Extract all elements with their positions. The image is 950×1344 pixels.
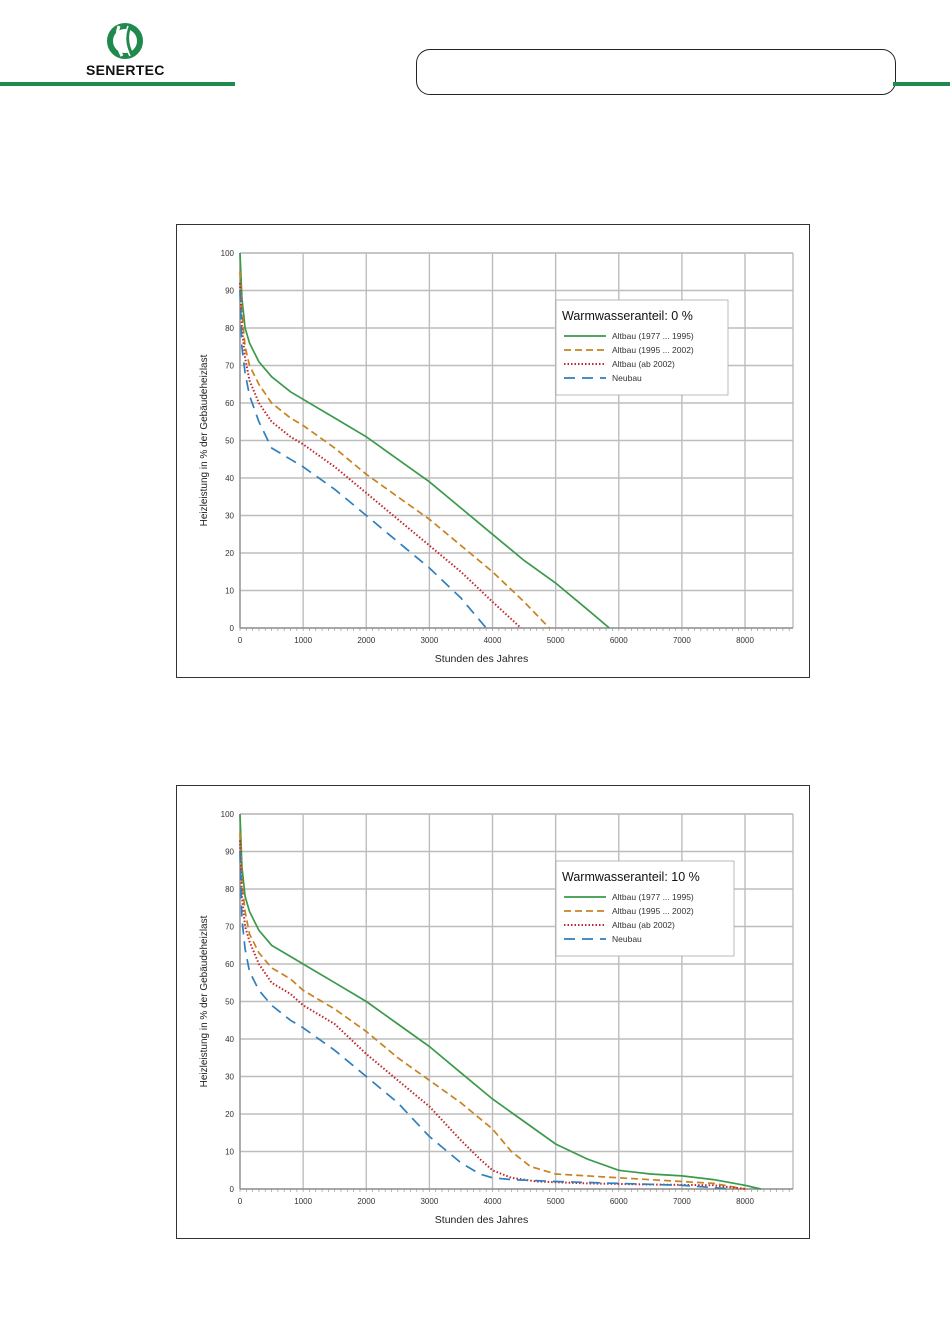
x-tick-label: 1000: [294, 1197, 312, 1206]
y-tick-label: 80: [225, 885, 234, 894]
chart-frame-warmwater-10: 0 10 20 30 40 50 60 70 80 90 100 0 1000 2000 3000 4000 5…: [176, 785, 810, 1239]
series-line-2: [239, 832, 746, 1190]
legend-entry: Altbau (1977 ... 1995): [612, 892, 694, 902]
y-tick-label: 60: [225, 960, 234, 969]
legend-entry: Neubau: [612, 934, 642, 944]
x-tick-label: 5000: [547, 1197, 565, 1206]
y-tick-label: 30: [225, 512, 234, 521]
legend-box: [555, 860, 735, 957]
x-tick-label: 7000: [673, 636, 691, 645]
page-header: SENERTEC: [0, 0, 950, 110]
legend-title: Warmwasseranteil: 0 %: [562, 309, 693, 323]
x-tick-label: 3000: [420, 1197, 438, 1206]
series-line-2: [239, 271, 550, 629]
x-axis-label: Stunden des Jahres: [435, 1214, 528, 1226]
series-line-1: [239, 813, 761, 1190]
y-tick-label: 100: [221, 810, 235, 819]
x-tick-label: 5000: [547, 636, 565, 645]
y-tick-label: 20: [225, 549, 234, 558]
legend: Warmwasseranteil: 10 % Altbau (1977 ... 1…: [555, 860, 735, 957]
y-axis-label: Heizleistung in % der Gebäudeheizlast: [199, 915, 210, 1087]
x-tick-label: 7000: [673, 1197, 691, 1206]
y-tick-label: 0: [230, 1185, 235, 1194]
grid: [239, 813, 794, 1192]
x-tick-label: 0: [238, 1197, 243, 1206]
y-tick-label: 40: [225, 474, 234, 483]
y-tick-label: 60: [225, 399, 234, 408]
header-title-box: [416, 49, 896, 95]
y-tick-label: 50: [225, 998, 234, 1007]
y-tick-label: 80: [225, 324, 234, 333]
x-axis-label: Stunden des Jahres: [435, 653, 528, 665]
legend-entry: Altbau (ab 2002): [612, 359, 675, 369]
y-tick-label: 10: [225, 587, 234, 596]
chart-frame-warmwater-0: 0 10 20 30 40 50 60 70 80 90 100 0 1000 2000 3000 4000 5…: [176, 224, 810, 678]
x-tick-label: 0: [238, 636, 243, 645]
legend-box: [555, 299, 729, 396]
x-tick-label: 1000: [294, 636, 312, 645]
y-tick-label: 0: [230, 624, 235, 633]
x-tick-label: 8000: [736, 1197, 754, 1206]
y-tick-label: 100: [221, 249, 235, 258]
y-tick-label: 20: [225, 1110, 234, 1119]
y-axis-label: Heizleistung in % der Gebäudeheizlast: [199, 354, 210, 526]
y-tick-label: 10: [225, 1148, 234, 1157]
y-tick-label: 90: [225, 287, 234, 296]
x-tick-label: 6000: [610, 1197, 628, 1206]
series-line-1: [239, 252, 610, 629]
y-tick-label: 90: [225, 848, 234, 857]
logo: SENERTEC: [78, 20, 178, 82]
legend-entry: Altbau (1977 ... 1995): [612, 331, 694, 341]
x-tick-label: 6000: [610, 636, 628, 645]
series-line-3: [239, 840, 746, 1190]
y-tick-label: 30: [225, 1073, 234, 1082]
x-tick-label: 4000: [484, 636, 502, 645]
series-line-4: [239, 290, 487, 629]
legend-entry: Altbau (1995 ... 2002): [612, 345, 694, 355]
y-tick-label: 70: [225, 362, 234, 371]
x-tick-label: 2000: [357, 636, 375, 645]
y-tick-label: 40: [225, 1035, 234, 1044]
x-tick-label: 2000: [357, 1197, 375, 1206]
legend: Warmwasseranteil: 0 % Altbau (1977 ... 19…: [555, 299, 729, 396]
legend-entry: Altbau (ab 2002): [612, 920, 675, 930]
legend-entry: Neubau: [612, 373, 642, 383]
header-rule-left: [0, 82, 235, 86]
y-tick-label: 50: [225, 437, 234, 446]
series-line-3: [239, 282, 522, 629]
header-rule-right: [893, 82, 950, 86]
logo-text: SENERTEC: [86, 62, 165, 78]
senertec-logo-icon: [107, 23, 143, 59]
y-tick-label: 70: [225, 923, 234, 932]
x-tick-label: 4000: [484, 1197, 502, 1206]
x-tick-label: 3000: [420, 636, 438, 645]
x-tick-label: 8000: [736, 636, 754, 645]
legend-title: Warmwasseranteil: 10 %: [562, 870, 700, 884]
legend-entry: Altbau (1995 ... 2002): [612, 906, 694, 916]
